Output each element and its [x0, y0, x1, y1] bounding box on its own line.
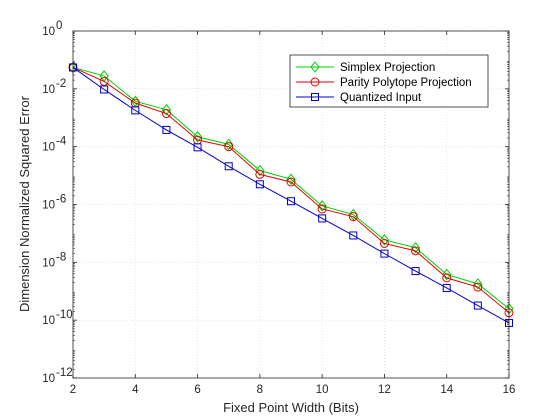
legend-box [289, 54, 489, 108]
data-point-square [224, 162, 233, 171]
y-tick-label: 10 [42, 373, 55, 385]
data-point-diamond [410, 241, 421, 254]
x-tick-label: 6 [194, 384, 200, 396]
y-tick-label: 10 [42, 84, 55, 96]
data-point-diamond [473, 278, 483, 290]
data-point-circle [161, 109, 171, 119]
data-point-diamond [255, 164, 265, 177]
data-point-circle [286, 177, 296, 187]
data-point-circle [99, 76, 109, 86]
y-tick-exponent: -2 [56, 78, 66, 90]
data-point-square [349, 231, 358, 240]
x-tick-label: 16 [503, 384, 516, 396]
x-tick-label: 8 [257, 384, 263, 396]
data-point-circle [442, 273, 452, 283]
data-point-square [131, 106, 140, 115]
data-point-square [380, 249, 389, 258]
y-tick-label: 10 [42, 315, 55, 327]
data-point-square [287, 197, 295, 206]
x-tick-label: 10 [316, 384, 329, 396]
data-point-circle [379, 238, 389, 248]
data-point-circle [255, 169, 265, 179]
data-point-circle [473, 282, 483, 292]
data-point-diamond [286, 173, 296, 185]
data-point-diamond [348, 208, 358, 221]
y-tick-exponent: -8 [56, 251, 66, 263]
data-point-diamond [192, 130, 203, 143]
data-point-circle [348, 212, 358, 222]
x-axis-label: Fixed Point Width (Bits) [223, 400, 359, 415]
y-tick-exponent: -4 [56, 136, 67, 148]
y-tick-label: 10 [42, 257, 55, 269]
tick-labels: 2 4 6 8 10 12 14 1610-1210-1010-810-610-410-210… [42, 20, 515, 396]
data-point-circle [317, 204, 327, 214]
y-axis-label: Dimension Normalized Squared Error [17, 95, 32, 312]
y-tick-label: 10 [42, 142, 55, 154]
y-tick-label: 10 [42, 200, 55, 212]
data-point-square [411, 267, 420, 276]
x-tick-label: 12 [378, 384, 391, 396]
data-point-circle [310, 77, 320, 87]
data-point-square [311, 93, 319, 101]
data-point-square [442, 283, 451, 292]
data-point-circle [411, 246, 421, 256]
y-tick-exponent: -10 [56, 309, 73, 321]
x-tick-label: 14 [440, 384, 453, 396]
legend: Simplex Projection Parity Polytope Projec… [289, 54, 489, 108]
data-point-square [162, 125, 171, 134]
data-point-diamond [379, 234, 390, 246]
series-line [72, 67, 510, 324]
data-point-diamond [224, 138, 234, 151]
y-tick-exponent: 0 [56, 20, 62, 32]
data-point-diamond [310, 61, 320, 73]
data-point-square [318, 214, 327, 223]
axis-ticks [72, 30, 510, 379]
legend-item-label: Parity Polytope Projection [340, 77, 472, 89]
x-tick-label: 2 [70, 384, 76, 396]
y-tick-label: 10 [42, 26, 55, 38]
x-tick-label: 4 [132, 384, 139, 396]
data-point-square [255, 180, 264, 189]
y-tick-exponent: -12 [56, 367, 73, 379]
series-line [72, 66, 510, 310]
legend-item-label: Simplex Projection [340, 62, 435, 74]
data-point-square [473, 301, 482, 310]
data-point-square [100, 85, 109, 94]
series-line [72, 66, 510, 314]
data-point-diamond [442, 268, 452, 281]
data-point-diamond [161, 103, 172, 116]
y-tick-exponent: -6 [56, 194, 66, 206]
data-point-circle [224, 142, 234, 152]
legend-item-label: Quantized Input [340, 92, 422, 104]
data-point-diamond [99, 70, 109, 82]
series-layer [68, 61, 514, 327]
data-point-diamond [317, 200, 327, 212]
data-point-square [193, 143, 202, 152]
